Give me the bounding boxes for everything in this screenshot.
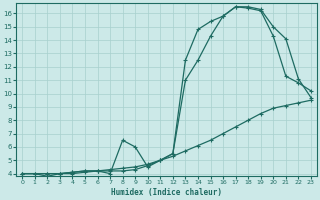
X-axis label: Humidex (Indice chaleur): Humidex (Indice chaleur) bbox=[111, 188, 222, 197]
